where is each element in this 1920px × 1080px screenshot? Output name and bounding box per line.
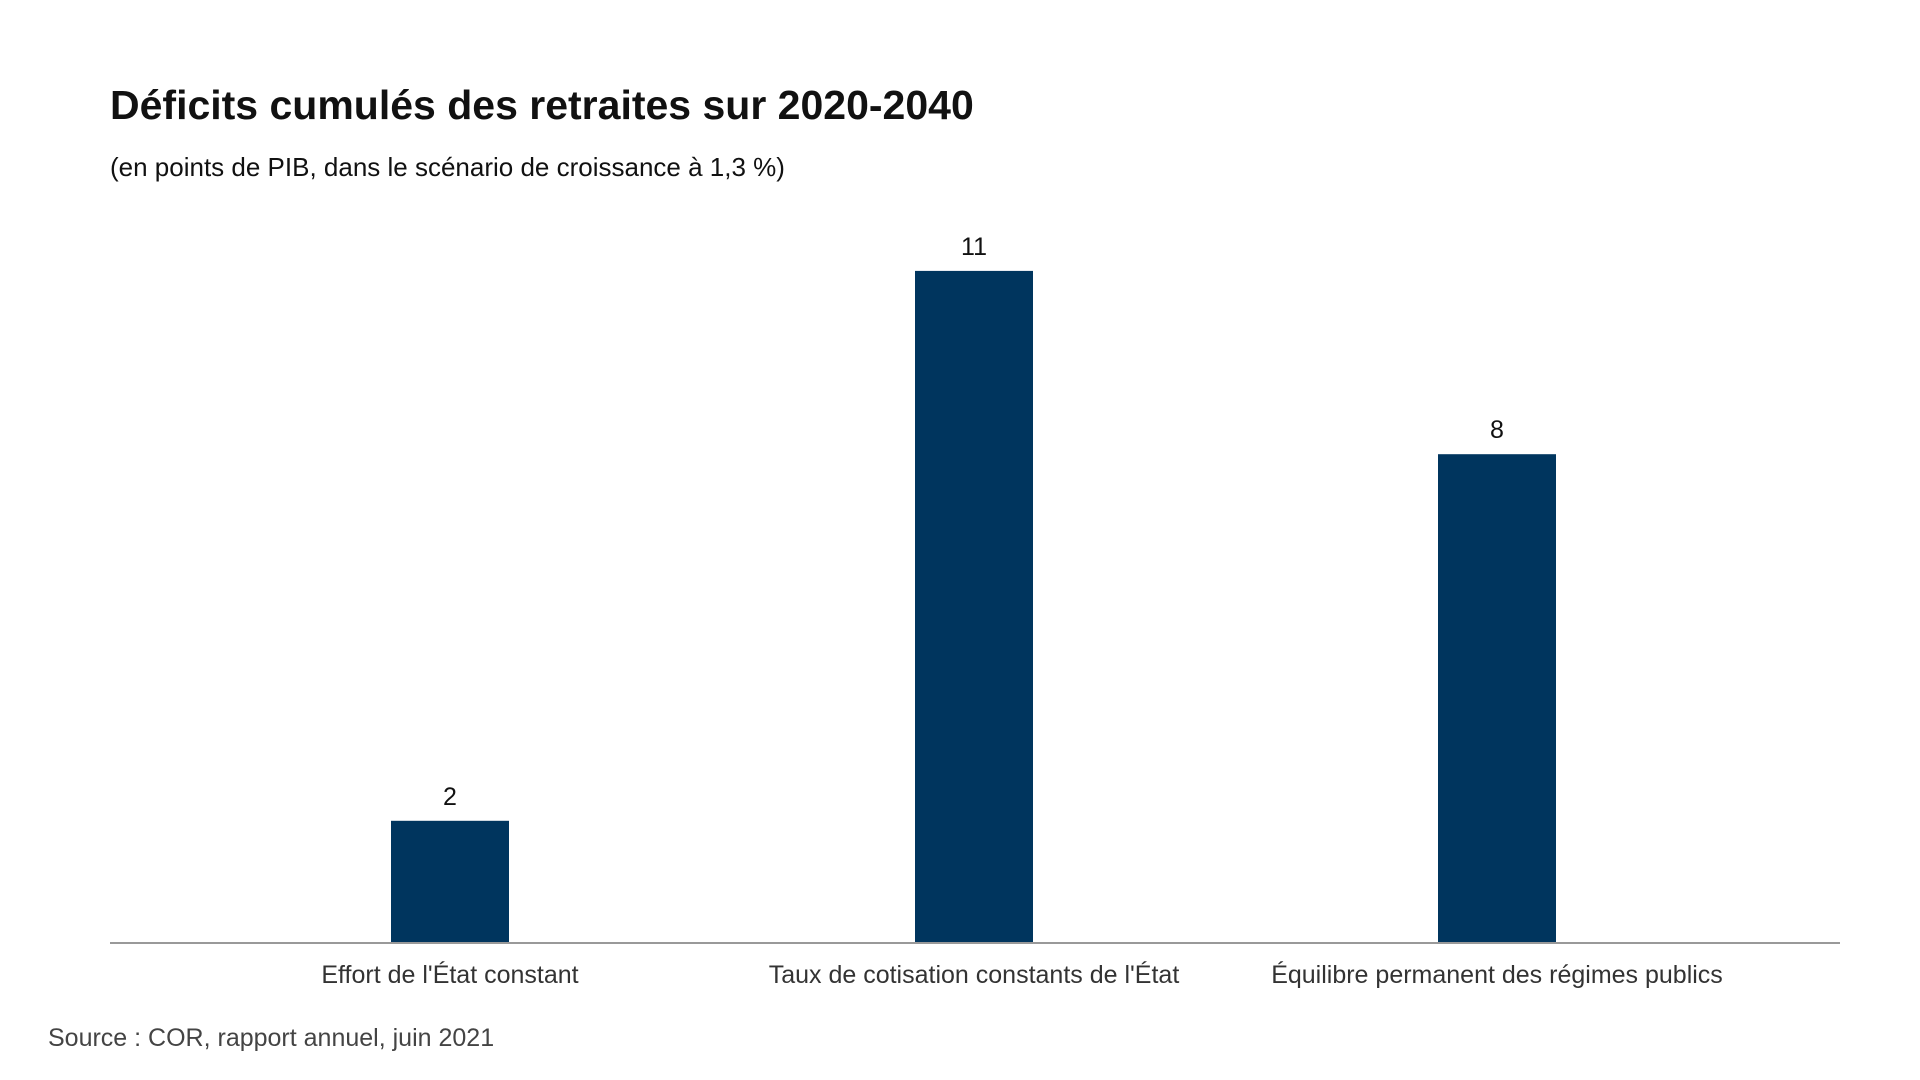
- chart-subtitle: (en points de PIB, dans le scénario de c…: [110, 152, 785, 182]
- category-label-3: Équilibre permanent des régimes publics: [1271, 960, 1723, 989]
- chart-title: Déficits cumulés des retraites sur 2020-…: [110, 82, 974, 128]
- data-label-3: 8: [1490, 416, 1504, 444]
- source-note: Source : COR, rapport annuel, juin 2021: [48, 1024, 495, 1052]
- category-label-1: Effort de l'État constant: [321, 960, 578, 989]
- bars-layer: [391, 270, 1556, 943]
- bar-2: [915, 270, 1033, 943]
- bar-3: [1438, 454, 1556, 943]
- bar-1: [391, 820, 509, 943]
- data-label-2: 11: [961, 233, 987, 261]
- category-label-2: Taux de cotisation constants de l'État: [769, 960, 1180, 989]
- labels-layer: 2 Effort de l'État constant 11 Taux de coti…: [321, 233, 1722, 989]
- data-label-1: 2: [443, 783, 457, 811]
